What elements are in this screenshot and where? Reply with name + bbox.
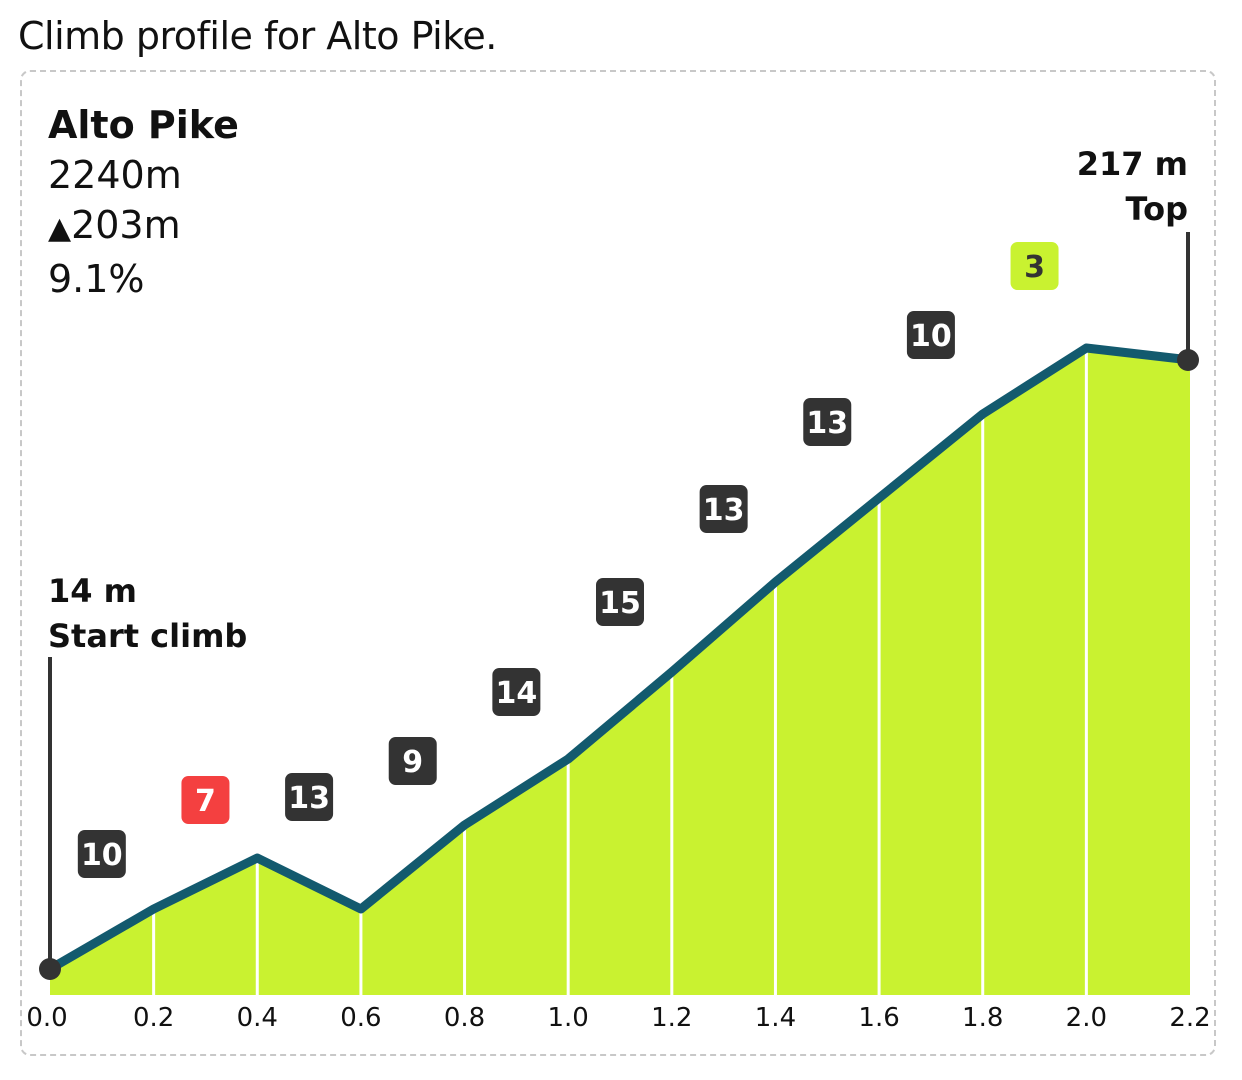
profile-segment-area <box>153 858 258 995</box>
grade-badge: 7 <box>181 776 230 824</box>
grade-badge: 9 <box>388 737 437 785</box>
elevation-gain-icon: ▲ <box>48 211 72 246</box>
grade-badge-bg <box>388 737 437 785</box>
x-tick-label: 0.2 <box>133 1003 174 1033</box>
chart-panel <box>20 70 1216 1056</box>
x-tick-label: 0.8 <box>444 1003 485 1033</box>
chart-caption: Climb profile for Alto Pike. <box>18 14 497 58</box>
profile-segment-area <box>360 825 465 995</box>
grade-badge-bg <box>492 668 541 716</box>
profile-segment-area <box>879 414 983 995</box>
x-tick-label: 1.0 <box>548 1003 589 1033</box>
start-marker-elevation: 14 m <box>48 572 137 610</box>
profile-segment-area <box>671 582 776 995</box>
profile-segment-area <box>1086 348 1190 995</box>
climb-gain: ▲203m <box>48 200 239 254</box>
x-tick-label: 0.4 <box>237 1003 278 1033</box>
start-marker-dot <box>39 958 61 980</box>
profile-segment-area <box>464 759 569 995</box>
area-layer <box>50 348 1190 995</box>
climb-length: 2240m <box>48 153 182 197</box>
profile-segment-area <box>257 858 361 995</box>
start-marker-label: Start climb <box>48 617 247 655</box>
top-marker-elevation: 217 m <box>1077 145 1188 183</box>
x-tick-label: 1.8 <box>962 1003 1003 1033</box>
profile-segment-area <box>982 348 1087 995</box>
grade-badge-label: 14 <box>495 676 537 711</box>
grade-badge-bg <box>699 485 748 533</box>
x-tick-label: 0.0 <box>26 1003 67 1033</box>
x-tick-label: 2.0 <box>1066 1003 1107 1033</box>
grade-badge-bg <box>906 311 955 359</box>
grade-badge-label: 3 <box>1024 250 1045 285</box>
profile-segment-area <box>775 498 880 995</box>
grade-badge-label: 13 <box>806 406 848 441</box>
grade-badge: 10 <box>77 830 126 878</box>
grade-badge: 13 <box>285 773 334 821</box>
grade-badges: 10 7 13 9 14 15 13 13 10 3 <box>77 242 1059 878</box>
grade-badge-label: 7 <box>195 784 216 819</box>
top-marker-label: Top <box>1126 190 1188 228</box>
grade-badge: 13 <box>699 485 748 533</box>
grade-badge-bg <box>285 773 334 821</box>
grade-badge: 14 <box>492 668 541 716</box>
x-tick-label: 2.2 <box>1169 1003 1210 1033</box>
grade-badge: 13 <box>803 398 852 446</box>
grade-badge-bg <box>77 830 126 878</box>
grade-badge-label: 13 <box>703 493 745 528</box>
grade-badge-label: 15 <box>599 586 641 621</box>
x-tick-label: 0.6 <box>340 1003 381 1033</box>
grade-badge-bg <box>1010 242 1059 290</box>
climb-info: Alto Pike 2240m ▲203m 9.1% <box>48 100 239 304</box>
grade-badge: 10 <box>906 311 955 359</box>
grade-badge-label: 13 <box>288 781 330 816</box>
climb-gain-value: 203m <box>71 203 181 247</box>
markers: 14 m Start climb 217 m Top <box>39 145 1199 980</box>
x-tick-label: 1.2 <box>651 1003 692 1033</box>
line-layer <box>47 343 1191 973</box>
grade-badge-bg <box>803 398 852 446</box>
x-tick-label: 1.4 <box>755 1003 796 1033</box>
profile-segment-area <box>50 909 154 995</box>
climb-avg-grade: 9.1% <box>48 257 145 301</box>
grade-badge-label: 10 <box>81 838 123 873</box>
grade-badge: 15 <box>596 578 644 626</box>
top-marker-dot <box>1177 349 1199 371</box>
grade-badge-bg <box>181 776 230 824</box>
x-axis-ticks: 0.0 0.2 0.4 0.6 0.8 1.0 1.2 1.4 1.6 1.8 2.0 2.2 <box>26 1003 1210 1033</box>
grade-badge-bg <box>596 578 644 626</box>
profile-line <box>47 343 1191 973</box>
grade-badge-label: 9 <box>402 745 423 780</box>
grade-badge: 3 <box>1010 242 1059 290</box>
profile-segment-area <box>568 672 672 995</box>
grade-badge-label: 10 <box>910 319 952 354</box>
climb-name: Alto Pike <box>48 103 239 147</box>
x-tick-label: 1.6 <box>858 1003 899 1033</box>
